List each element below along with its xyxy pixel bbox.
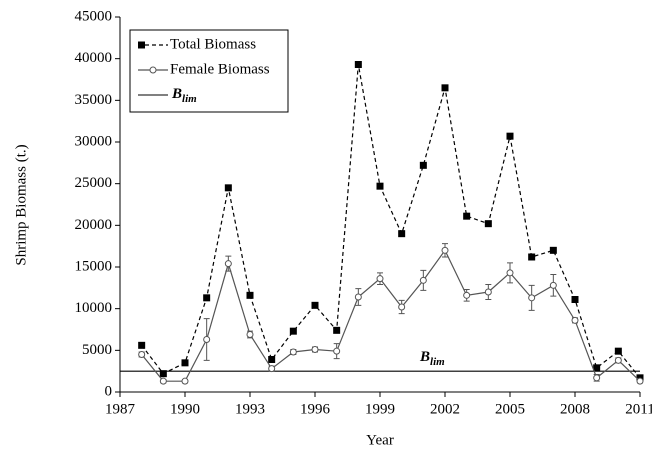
legend-label: Blim xyxy=(171,86,197,104)
y-axis-title: Shrimp Biomass (t.) xyxy=(13,144,29,265)
point xyxy=(376,275,384,283)
x-tick-label: 1996 xyxy=(300,401,331,417)
point xyxy=(354,61,362,68)
point xyxy=(419,161,427,169)
point xyxy=(159,377,167,385)
point xyxy=(181,359,189,367)
reference-symbol: B xyxy=(419,350,430,366)
point xyxy=(246,331,254,338)
point xyxy=(614,356,622,364)
reference-label: Blim xyxy=(419,350,445,368)
y-tick-label: 5000 xyxy=(82,342,112,358)
point xyxy=(333,326,341,334)
x-tick-label: 1993 xyxy=(235,401,265,417)
y-tick-label: 0 xyxy=(105,383,113,399)
point xyxy=(506,269,514,277)
series-line xyxy=(141,249,641,382)
point xyxy=(593,364,601,372)
point xyxy=(159,370,167,378)
x-tick-label: 2011 xyxy=(625,401,652,417)
point xyxy=(463,212,471,220)
y-tick-label: 10000 xyxy=(75,300,113,316)
point xyxy=(246,291,254,299)
point xyxy=(311,301,319,309)
legend-subscript: lim xyxy=(182,93,197,105)
point xyxy=(506,132,514,140)
x-tick-label: 1987 xyxy=(105,401,136,417)
y-tick-label: 40000 xyxy=(75,50,113,66)
point xyxy=(203,294,211,302)
point xyxy=(636,377,644,385)
legend-label: Female Biomass xyxy=(170,61,270,77)
x-tick-label: 2008 xyxy=(560,401,590,417)
point xyxy=(463,291,471,299)
point xyxy=(571,296,579,303)
point xyxy=(268,365,276,373)
point xyxy=(181,377,189,385)
point xyxy=(419,276,427,284)
series-line xyxy=(141,64,641,379)
point xyxy=(484,288,492,296)
point xyxy=(614,347,622,355)
point xyxy=(549,281,557,289)
point xyxy=(224,260,232,268)
legend-symbol: B xyxy=(171,86,182,102)
x-tick-label: 1999 xyxy=(365,401,395,417)
y-tick-label: 20000 xyxy=(75,217,113,233)
point xyxy=(138,341,146,349)
point xyxy=(571,316,579,324)
point xyxy=(224,184,232,192)
point xyxy=(441,246,449,254)
legend-label: Total Biomass xyxy=(170,36,256,52)
y-tick-label: 25000 xyxy=(75,175,113,191)
reference-subscript: lim xyxy=(430,356,445,368)
point xyxy=(289,327,297,335)
x-tick-label: 2005 xyxy=(495,401,525,417)
point xyxy=(441,84,449,92)
point xyxy=(268,356,276,363)
y-tick-label: 15000 xyxy=(75,258,113,274)
point xyxy=(593,374,601,382)
x-axis-title: Year xyxy=(366,432,394,448)
y-tick-label: 35000 xyxy=(75,92,113,108)
point xyxy=(549,246,557,254)
y-tick-label: 45000 xyxy=(75,8,113,24)
point xyxy=(138,351,146,358)
point xyxy=(484,220,492,228)
point xyxy=(376,182,384,190)
point xyxy=(289,348,297,356)
y-tick-label: 30000 xyxy=(75,133,113,149)
point xyxy=(354,293,362,301)
point xyxy=(528,294,536,302)
point xyxy=(398,230,406,238)
point xyxy=(398,303,406,311)
point xyxy=(203,336,211,343)
point xyxy=(333,347,341,355)
x-tick-label: 1990 xyxy=(170,401,200,417)
x-tick-label: 2002 xyxy=(430,401,460,417)
legend-marker xyxy=(138,41,145,49)
legend-marker xyxy=(149,66,157,74)
point xyxy=(311,346,319,353)
point xyxy=(528,253,536,261)
